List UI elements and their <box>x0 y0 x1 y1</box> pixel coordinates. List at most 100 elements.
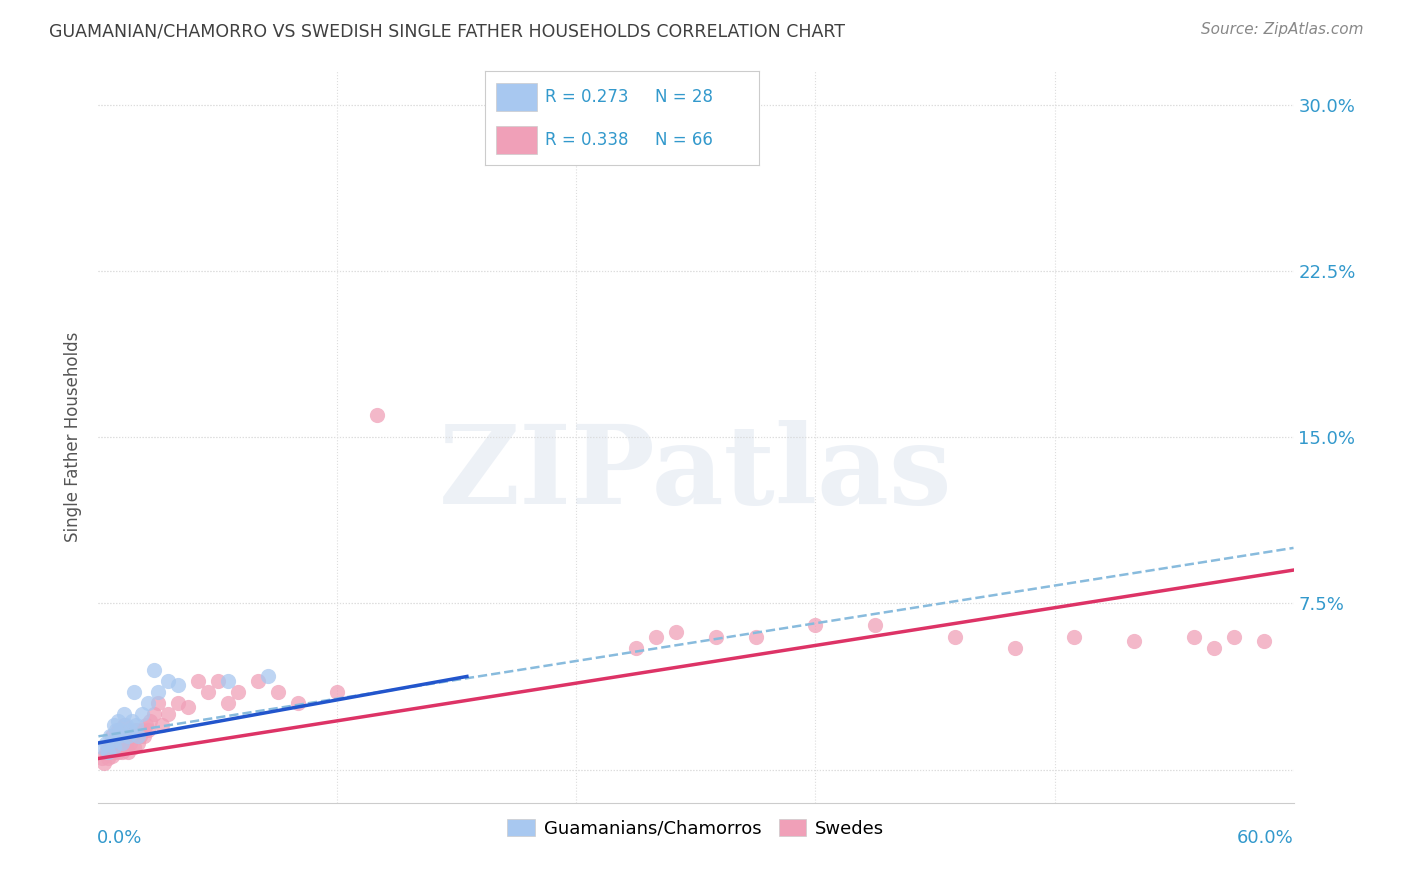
Point <box>124 685 146 699</box>
Point <box>107 745 129 759</box>
Point <box>131 707 153 722</box>
Point <box>136 723 159 737</box>
Bar <box>496 126 537 153</box>
Text: N = 66: N = 66 <box>655 131 713 149</box>
Point <box>131 723 153 737</box>
Point <box>136 696 159 710</box>
Point <box>626 640 648 655</box>
Point <box>177 700 200 714</box>
Point <box>256 669 278 683</box>
Point <box>110 729 132 743</box>
Point <box>125 723 148 737</box>
Point <box>117 729 139 743</box>
Point <box>226 685 249 699</box>
Point <box>167 678 190 692</box>
Point <box>105 729 128 743</box>
Point <box>217 696 239 710</box>
Point <box>96 736 118 750</box>
Text: 60.0%: 60.0% <box>1237 830 1294 847</box>
Point <box>127 729 149 743</box>
Text: Source: ZipAtlas.com: Source: ZipAtlas.com <box>1201 22 1364 37</box>
Point <box>326 685 349 699</box>
Point <box>96 745 118 759</box>
Point <box>124 740 146 755</box>
Point <box>121 729 143 743</box>
Point <box>645 630 668 644</box>
Point <box>115 718 138 732</box>
Point <box>134 729 156 743</box>
Point <box>125 718 148 732</box>
Point <box>267 685 290 699</box>
Point <box>127 736 149 750</box>
Point <box>103 740 125 755</box>
Point <box>98 729 122 743</box>
Point <box>120 736 142 750</box>
Point <box>143 707 166 722</box>
Point <box>107 723 129 737</box>
Point <box>217 673 239 688</box>
Bar <box>496 83 537 111</box>
Text: R = 0.273: R = 0.273 <box>546 87 628 105</box>
Text: N = 28: N = 28 <box>655 87 713 105</box>
Point <box>287 696 309 710</box>
Point <box>120 723 142 737</box>
Point <box>143 663 166 677</box>
Point <box>1223 630 1246 644</box>
Point <box>197 685 219 699</box>
Point <box>148 696 170 710</box>
Point <box>105 740 128 755</box>
Point <box>187 673 209 688</box>
Text: GUAMANIAN/CHAMORRO VS SWEDISH SINGLE FATHER HOUSEHOLDS CORRELATION CHART: GUAMANIAN/CHAMORRO VS SWEDISH SINGLE FAT… <box>49 22 845 40</box>
Point <box>105 723 128 737</box>
Point <box>121 714 143 728</box>
Point <box>111 745 134 759</box>
Point <box>107 714 129 728</box>
Y-axis label: Single Father Households: Single Father Households <box>65 332 83 542</box>
Point <box>101 733 124 747</box>
Point <box>93 756 115 770</box>
Point <box>148 685 170 699</box>
Point <box>1202 640 1225 655</box>
Point <box>115 740 138 755</box>
Point <box>101 729 124 743</box>
Point <box>107 729 129 743</box>
Point <box>117 745 139 759</box>
Point <box>1063 630 1085 644</box>
Point <box>157 707 180 722</box>
Legend: Guamanians/Chamorros, Swedes: Guamanians/Chamorros, Swedes <box>501 812 891 845</box>
Text: ZIPatlas: ZIPatlas <box>439 420 953 527</box>
Point <box>112 729 135 743</box>
Point <box>103 736 125 750</box>
Point <box>111 736 134 750</box>
Point <box>111 736 134 750</box>
Point <box>665 625 688 640</box>
Point <box>1123 634 1146 648</box>
Point <box>943 630 966 644</box>
Text: R = 0.338: R = 0.338 <box>546 131 628 149</box>
Point <box>112 707 135 722</box>
Point <box>91 740 114 755</box>
Point <box>97 745 120 759</box>
Point <box>804 618 827 632</box>
Point <box>101 749 124 764</box>
Point <box>91 751 114 765</box>
Point <box>97 740 120 755</box>
Point <box>129 729 152 743</box>
Point <box>865 618 887 632</box>
Text: 0.0%: 0.0% <box>97 830 142 847</box>
Point <box>366 408 388 422</box>
Point <box>103 745 125 759</box>
Point <box>150 718 173 732</box>
Point <box>97 751 120 765</box>
Point <box>98 736 122 750</box>
Point <box>112 718 135 732</box>
Point <box>157 673 180 688</box>
Point <box>704 630 727 644</box>
Point <box>745 630 768 644</box>
Point <box>246 673 269 688</box>
Point <box>1253 634 1275 648</box>
Point <box>167 696 190 710</box>
Point <box>117 729 139 743</box>
Point <box>103 718 125 732</box>
Point <box>1182 630 1205 644</box>
